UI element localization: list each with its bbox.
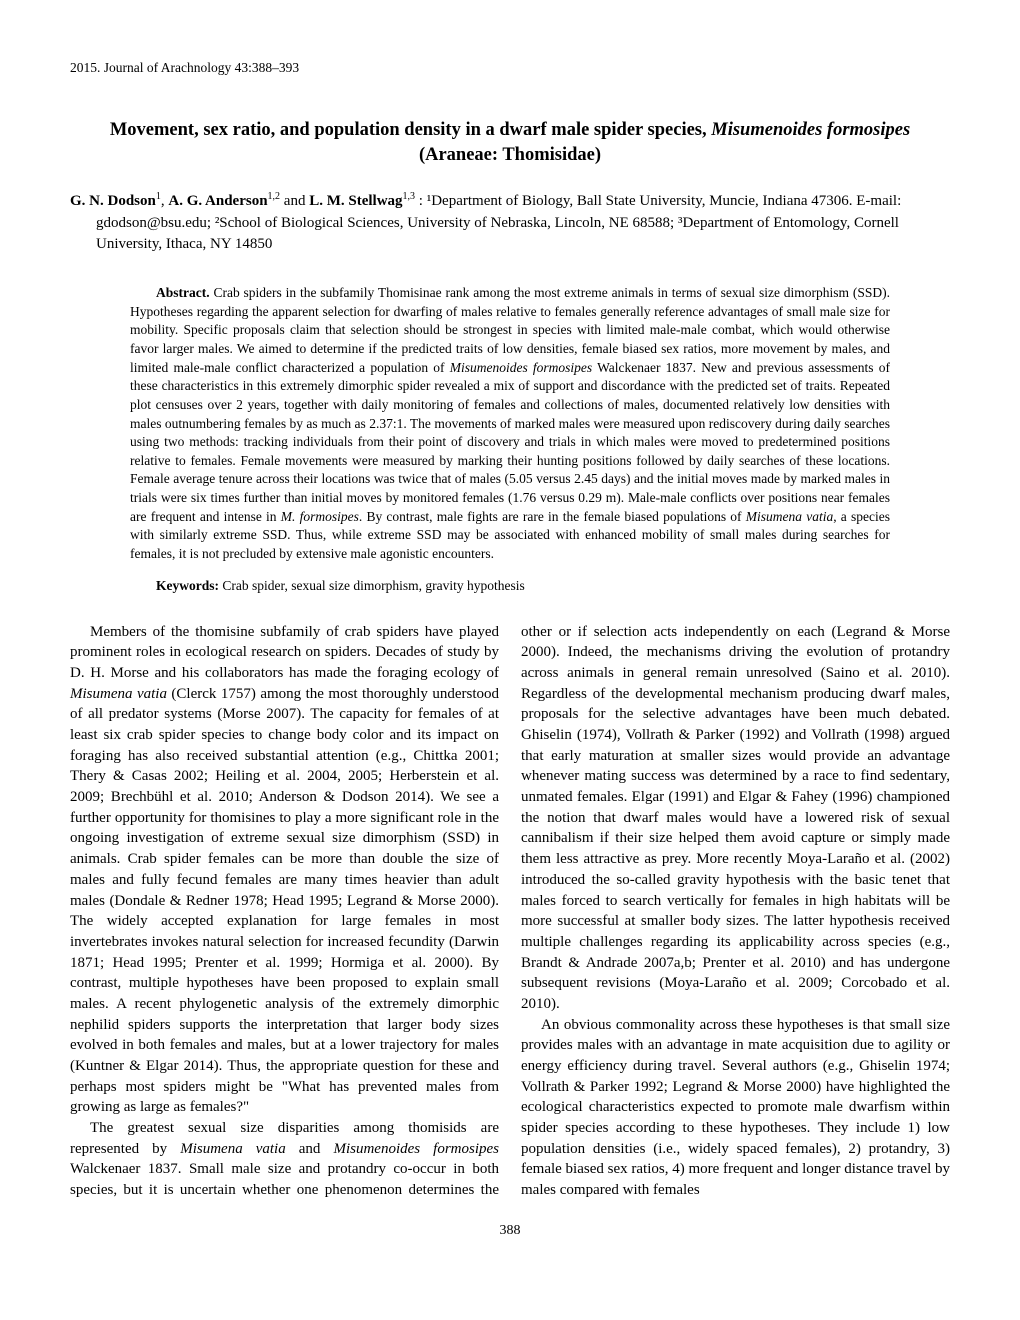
title-subline: (Araneae: Thomisidae): [419, 145, 601, 165]
p1-species-1: Misumena vatia: [70, 686, 167, 702]
author-3: L. M. Stellwag: [309, 193, 402, 209]
p2-species-2: Misumenoides formosipes: [333, 1141, 499, 1157]
title-text-pre: Movement, sex ratio, and population dens…: [110, 120, 711, 140]
abstract: Abstract. Crab spiders in the subfamily …: [130, 284, 890, 563]
p2-species-1: Misumena vatia: [180, 1141, 286, 1157]
abstract-species-2: M. formosipes: [281, 509, 359, 524]
keywords: Keywords: Crab spider, sexual size dimor…: [130, 578, 890, 594]
journal-citation: 2015. Journal of Arachnology 43:388–393: [70, 60, 950, 76]
body-columns: Members of the thomisine subfamily of cr…: [70, 622, 950, 1201]
authors-affiliations: G. N. Dodson1, A. G. Anderson1,2 and L. …: [70, 190, 950, 256]
page-number: 388: [70, 1223, 950, 1239]
author-1: G. N. Dodson: [70, 193, 156, 209]
p1-b: (Clerck 1757) among the most thoroughly …: [70, 686, 499, 1116]
p1-a: Members of the thomisine subfamily of cr…: [70, 624, 499, 681]
author-2: A. G. Anderson: [168, 193, 267, 209]
abstract-text-2: Walckenaer 1837. New and previous assess…: [130, 360, 890, 524]
author-2-sup: 1,2: [268, 191, 281, 202]
article-title: Movement, sex ratio, and population dens…: [70, 118, 950, 168]
p2-b: and: [286, 1141, 334, 1157]
abstract-text-3: . By contrast, male fights are rare in t…: [359, 509, 746, 524]
title-species: Misumenoides formosipes: [711, 120, 910, 140]
abstract-species-1: Misumenoides formosipes: [450, 360, 592, 375]
paragraph-3: An obvious commonality across these hypo…: [521, 1015, 950, 1201]
paragraph-1: Members of the thomisine subfamily of cr…: [70, 622, 499, 1119]
abstract-label: Abstract.: [156, 285, 210, 300]
author-3-sup: 1,3: [403, 191, 416, 202]
keywords-text: Crab spider, sexual size dimorphism, gra…: [222, 578, 524, 593]
keywords-label: Keywords:: [156, 578, 219, 593]
author-1-sup: 1: [156, 191, 161, 202]
abstract-species-3: Misumena vatia: [746, 509, 833, 524]
